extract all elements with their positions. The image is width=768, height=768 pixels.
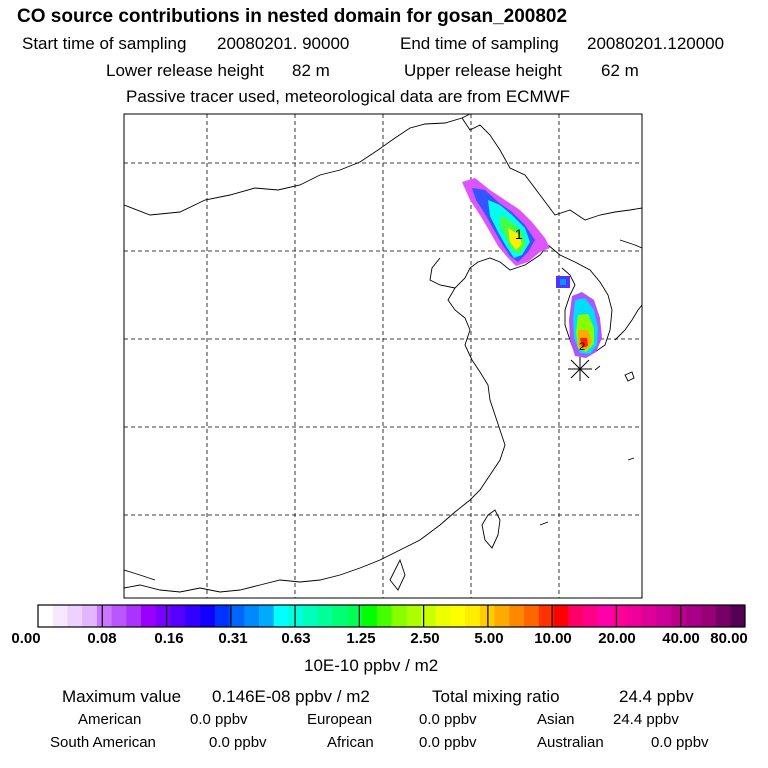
colorbar-cell [67, 605, 83, 627]
colorbar-cell [303, 605, 319, 627]
lower-height-label: Lower release height [106, 61, 264, 80]
colorbar-tick: 2.50 [410, 630, 440, 647]
colorbar-tick: 0.08 [87, 630, 117, 647]
lower-height-value: 82 m [292, 61, 330, 80]
colorbar-tick: 0.00 [11, 630, 41, 647]
colorbar-cell [465, 605, 481, 627]
colorbar-cell [96, 605, 113, 627]
colorbar-cell [317, 605, 334, 627]
upper-height-label: Upper release height [404, 61, 562, 80]
colorbar-cell [376, 605, 392, 627]
colorbar-cell [214, 605, 230, 627]
south-american-label: South American [50, 734, 156, 751]
colorbar-cell [170, 605, 186, 627]
colorbar-cell [700, 605, 717, 627]
colorbar-cell [288, 605, 304, 627]
end-time-value: 20080201.120000 [587, 34, 725, 53]
total-mixing-value: 24.4 ppbv [619, 687, 694, 706]
colorbar-cell [406, 605, 422, 627]
colorbar-tick: 1.25 [346, 630, 376, 647]
end-time-label: End time of sampling [400, 34, 559, 53]
american-value: 0.0 ppbv [190, 711, 248, 728]
colorbar-cell [126, 605, 142, 627]
colorbar-cell [582, 605, 599, 627]
total-mixing-label: Total mixing ratio [432, 687, 560, 706]
colorbar-cell [52, 605, 68, 627]
colorbar-cell [229, 605, 245, 627]
colorbar-cell [391, 605, 407, 627]
american-label: American [78, 711, 142, 728]
australian-value: 0.0 ppbv [651, 734, 709, 751]
colorbar-cell [185, 605, 201, 627]
european-value: 0.0 ppbv [419, 711, 477, 728]
colorbar-cell [686, 605, 702, 627]
colorbar-cell [509, 605, 525, 627]
african-value: 0.0 ppbv [419, 734, 477, 751]
colorbar-cell [450, 605, 466, 627]
colorbar-cell [141, 605, 157, 627]
colorbar-cell [641, 605, 658, 627]
receptor-star-icon [568, 357, 592, 381]
colorbar-cell [553, 605, 569, 627]
colorbar-cell [244, 605, 260, 627]
start-time-value: 20080201. 90000 [217, 34, 350, 53]
colorbar-cell [730, 605, 746, 627]
upper-height-value: 62 m [601, 61, 639, 80]
colorbar-cell [362, 605, 378, 627]
colorbar-cell [494, 605, 510, 627]
colorbar-tick: 40.00 [662, 630, 700, 647]
colorbar-cell [656, 605, 672, 627]
colorbar-cell [347, 605, 363, 627]
colorbar-cell [200, 605, 216, 627]
plume-north-yellow [508, 228, 522, 250]
colorbar-tick: 20.00 [598, 630, 636, 647]
colorbar-cell [627, 605, 643, 627]
colorbar-cell [111, 605, 127, 627]
plume-small-spot [556, 276, 570, 288]
colorbar-cell [524, 605, 540, 627]
colorbar-tick: 10.00 [534, 630, 572, 647]
colorbar-cell [273, 605, 289, 627]
european-label: European [307, 711, 373, 728]
colorbar-cell [82, 605, 98, 627]
page-title: CO source contributions in nested domain… [17, 6, 568, 27]
colorbar-cell [155, 605, 172, 627]
colorbar-tick: 80.00 [710, 630, 748, 647]
asian-label: Asian [537, 711, 575, 728]
start-time-label: Start time of sampling [22, 34, 187, 53]
colorbar-tick: 0.16 [154, 630, 184, 647]
colorbar-cell [38, 605, 54, 627]
colorbar-cell [332, 605, 348, 627]
plume-north [462, 178, 550, 266]
colorbar-tick: 5.00 [474, 630, 504, 647]
plume-south [569, 292, 602, 358]
colorbar-tick: 0.63 [281, 630, 311, 647]
asian-value: 24.4 ppbv [613, 711, 679, 728]
african-label: African [327, 734, 374, 751]
max-value-label: Maximum value [62, 687, 182, 706]
colorbar-cell [258, 605, 275, 627]
colorbar-cell [435, 605, 451, 627]
tracer-note: Passive tracer used, meteorological data… [126, 87, 571, 106]
coastlines [123, 113, 643, 593]
australian-label: Australian [537, 734, 604, 751]
colorbar-cell [597, 605, 613, 627]
plume-south-red [580, 338, 588, 348]
colorbar-frame [37, 604, 746, 628]
south-american-value: 0.0 ppbv [209, 734, 267, 751]
colorbar-units: 10E-10 ppbv / m2 [304, 656, 439, 675]
colorbar-cell [715, 605, 731, 627]
colorbar-cell [568, 605, 584, 627]
max-value: 0.146E-08 ppbv / m2 [212, 687, 370, 706]
map-label-1: 1 [515, 226, 523, 242]
colorbar-cell [612, 605, 628, 627]
colorbar-tick: 0.31 [218, 630, 248, 647]
map-label-2: 2 [579, 341, 585, 353]
plume-small-inner [560, 279, 566, 285]
colorbar-cell [420, 605, 437, 627]
colorbar-cell [538, 605, 555, 627]
colorbar-cell [671, 605, 687, 627]
